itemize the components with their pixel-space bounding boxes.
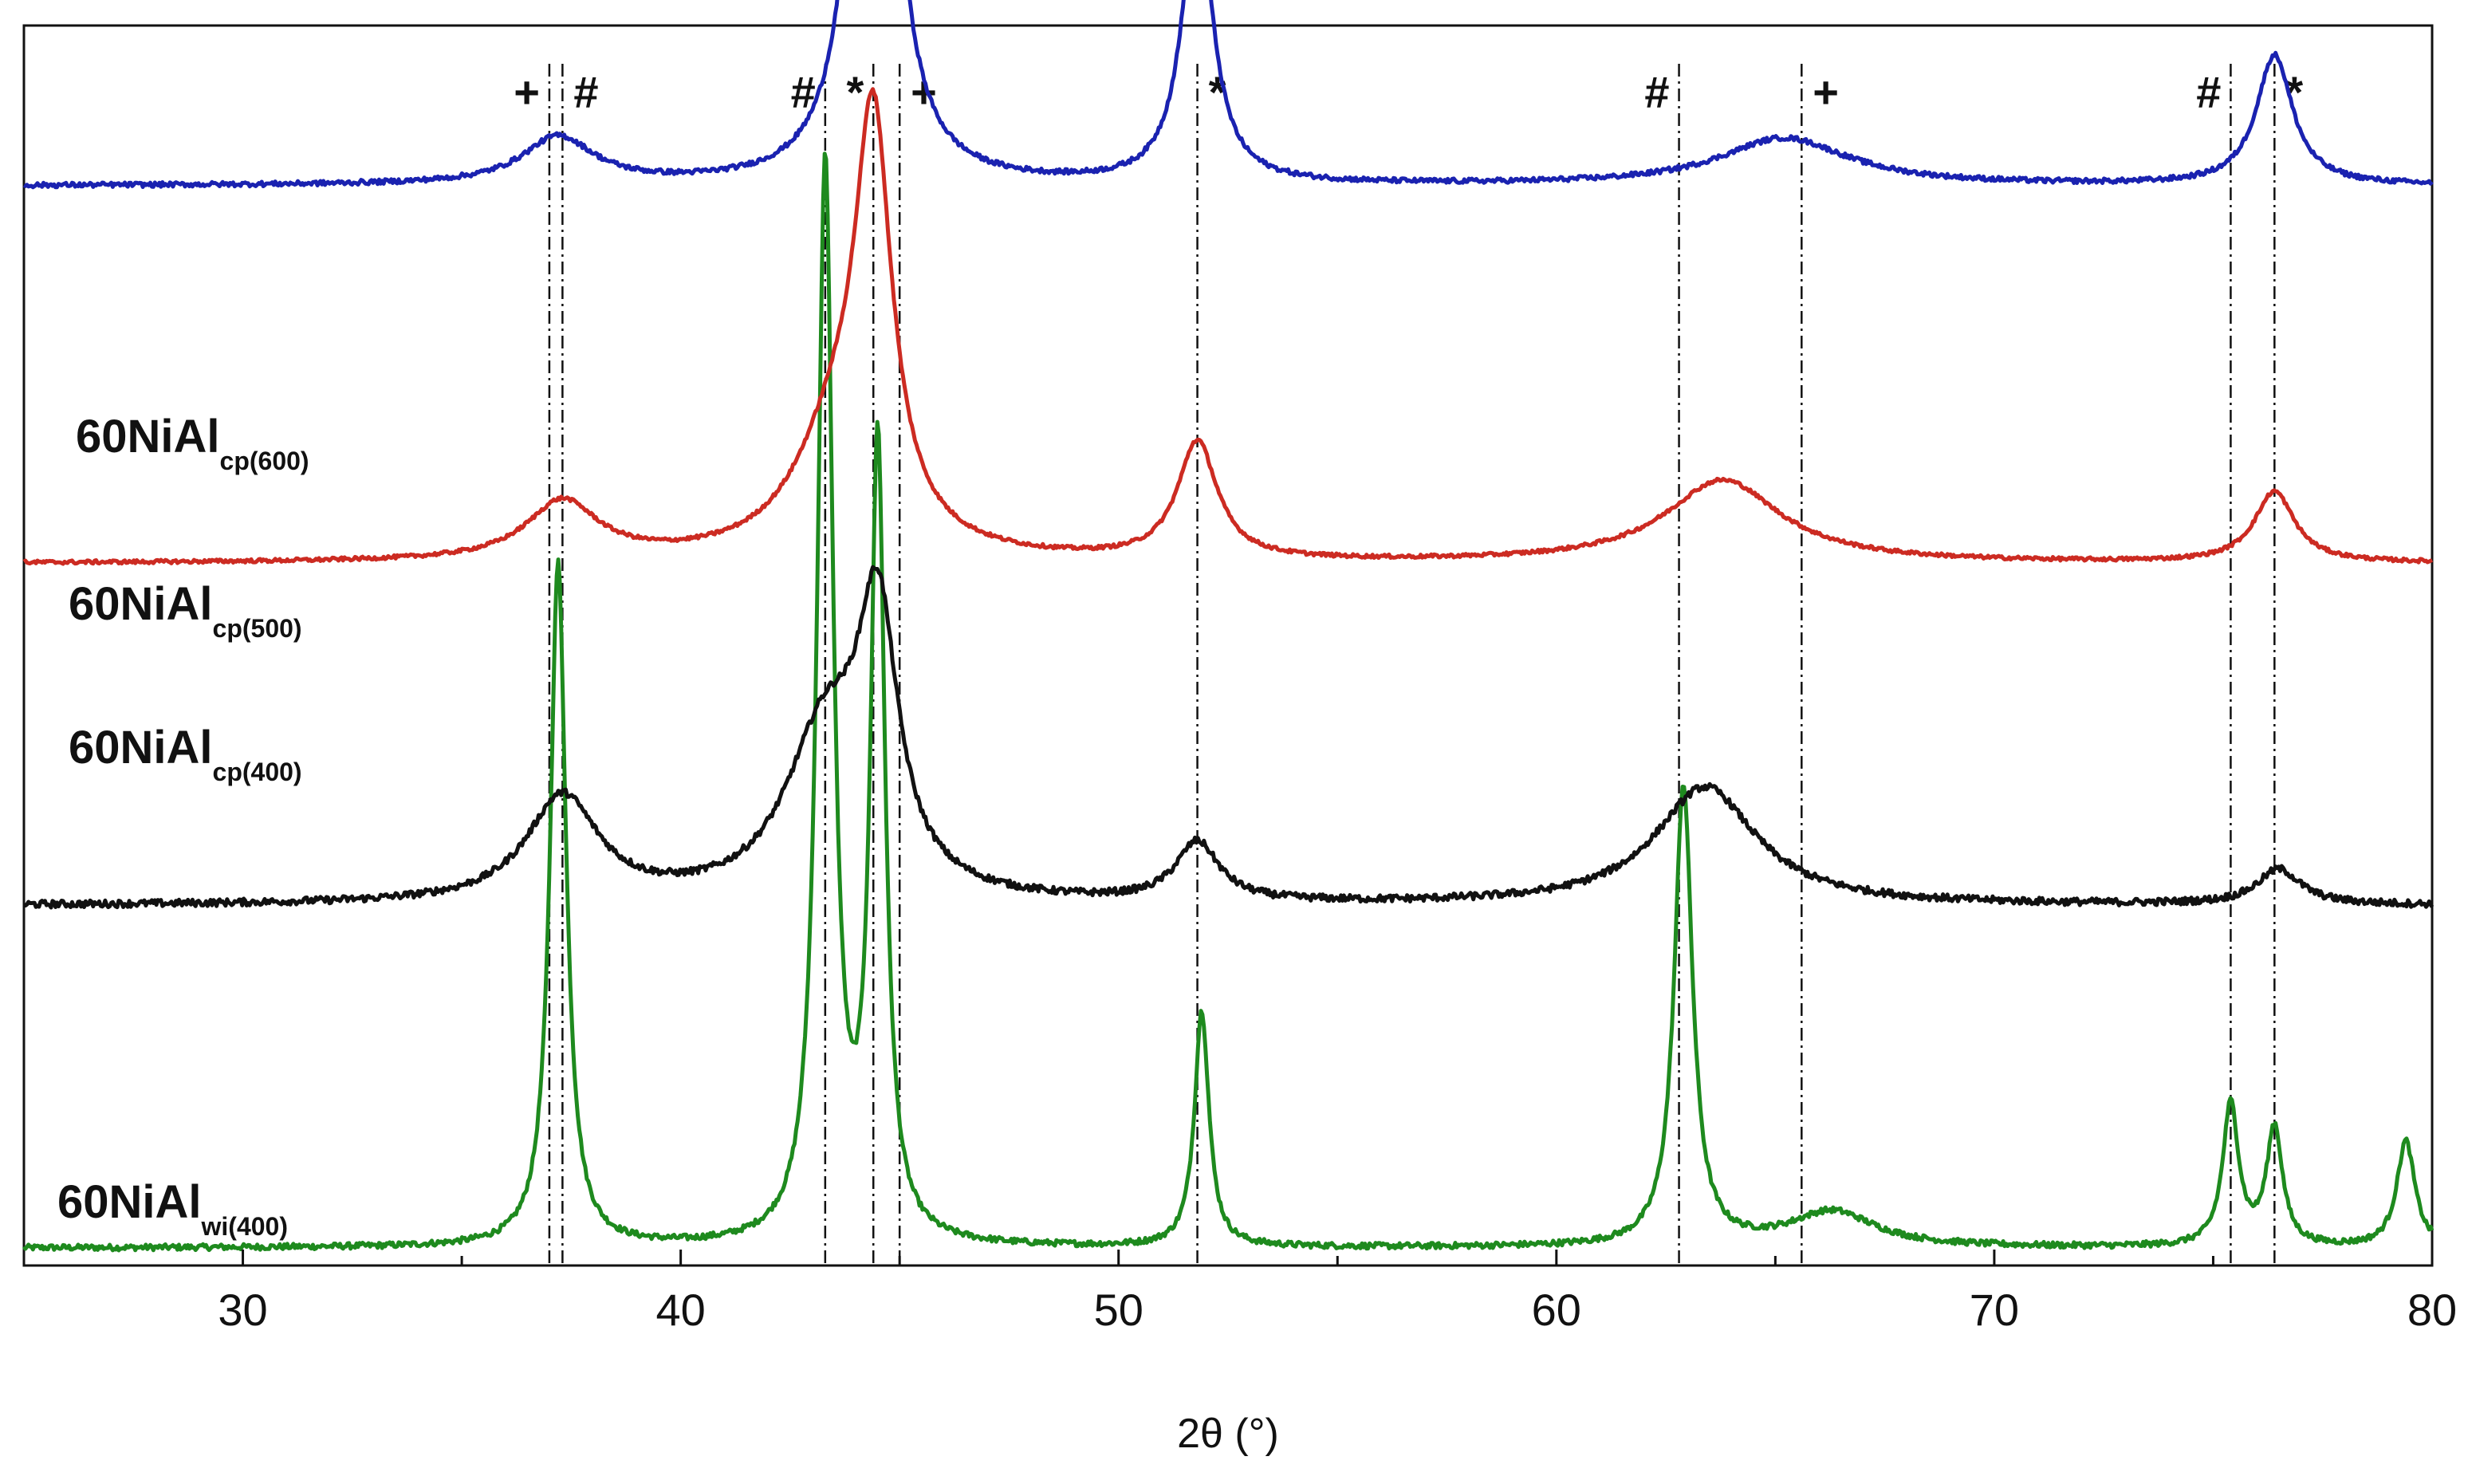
series-label: 60NiAlcp(400) [69,722,302,786]
reference-marker: # [573,67,598,117]
x-tick-label: 60 [1532,1285,1581,1335]
x-tick-label: 80 [2407,1285,2457,1335]
series-label: 60NiAlcp(600) [76,411,309,475]
series-line [22,87,2434,566]
reference-marker: # [1644,67,1669,117]
series-labels: 60NiAlwi(400) 60NiAlcp(400) 60NiAlcp(500) 6… [57,411,309,1241]
x-tick-label: 70 [1970,1285,2019,1335]
x-axis-ticks: 30 40 50 60 70 80 [218,1250,2457,1335]
x-tick-label: 50 [1094,1285,1143,1335]
reference-marker: # [2196,67,2221,117]
reference-markers: + # # * + * # + # * [514,67,2303,117]
reference-marker: + [1813,67,1839,117]
series-line [22,0,2434,190]
x-tick-label: 30 [218,1285,267,1335]
reference-marker: * [846,67,864,117]
x-axis-title: 2θ (°) [1177,1411,1279,1457]
series-label: 60NiAlcp(500) [69,578,302,643]
series-line [22,565,2435,910]
reference-marker: + [514,67,540,117]
reference-lines [548,64,2276,1266]
x-tick-label: 40 [655,1285,705,1335]
series-line [22,152,2435,1253]
series-label: 60NiAlwi(400) [57,1176,288,1241]
diffraction-series [22,0,2435,1253]
plot-frame [22,24,2434,1267]
